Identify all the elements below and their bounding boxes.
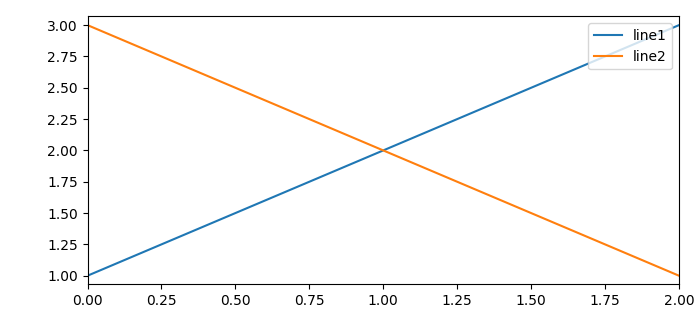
- Line: line1: line1: [88, 25, 679, 276]
- line2: [675, 274, 683, 278]
- line1: [675, 23, 683, 27]
- line2: [83, 23, 92, 27]
- line2: [379, 148, 388, 152]
- Line: line2: line2: [88, 25, 679, 276]
- line1: [379, 148, 388, 152]
- Legend: line1, line2: line1, line2: [588, 23, 672, 69]
- line1: [83, 274, 92, 278]
